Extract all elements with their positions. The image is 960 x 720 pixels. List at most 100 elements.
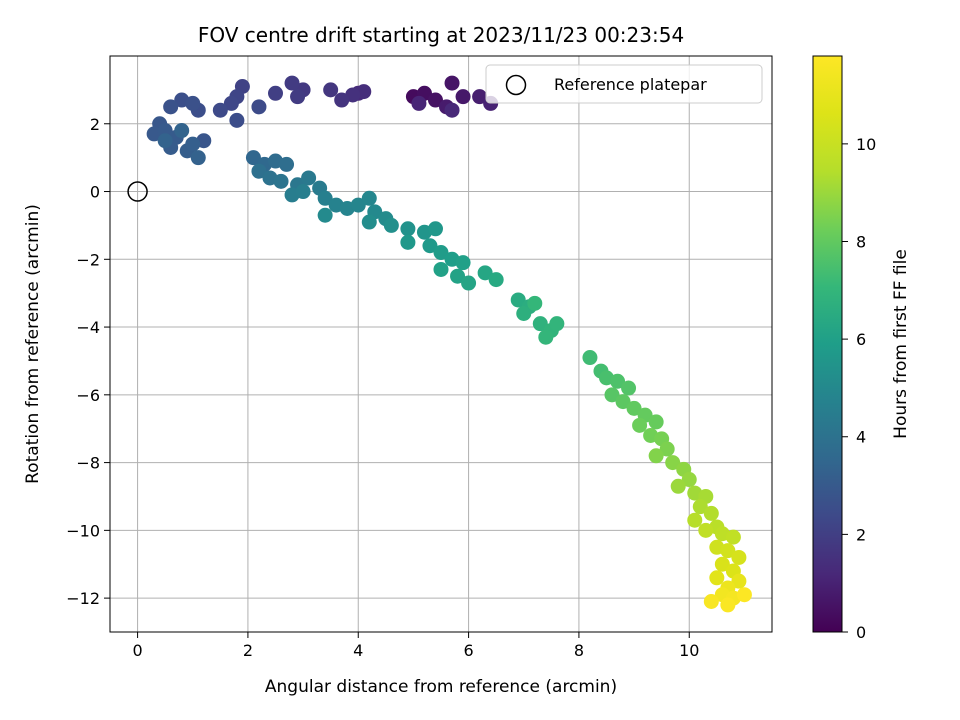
reference-platepar-marker [127,181,148,202]
data-point [549,316,565,332]
legend-marker-reference [505,74,527,96]
x-tick-label: 4 [353,641,363,660]
y-tick-label: −12 [66,589,100,608]
data-point [273,173,289,189]
colorbar-tick-label: 8 [856,232,866,251]
y-tick-label: −4 [76,318,100,337]
data-point [477,265,493,281]
colorbar-tick-label: 4 [856,428,866,447]
x-tick-label: 0 [132,641,142,660]
data-point [621,380,637,396]
data-point [334,92,350,108]
data-point [350,197,366,213]
legend-box [485,64,763,104]
colorbar-ticks: 0 2 4 6 8 10 [842,135,876,642]
data-point [709,570,725,586]
data-point [411,95,427,111]
data-point [659,441,675,457]
data-point [279,156,295,172]
colorbar-label: Hours from first FF file [891,249,911,439]
data-point [212,102,228,118]
data-point [323,82,339,98]
legend: Reference platepar [485,64,763,104]
data-point [698,522,714,538]
data-point [245,150,261,166]
data-point [604,387,620,403]
x-tick-label: 2 [243,641,253,660]
data-point [163,99,179,115]
data-point [532,316,548,332]
data-point [665,455,681,471]
data-point [681,472,697,488]
colorbar-gradient [812,55,843,633]
data-point [361,214,377,230]
colorbar-tick-label: 0 [856,623,866,642]
data-point [731,573,747,589]
data-point [626,400,642,416]
y-tick-label: −8 [76,454,100,473]
data-point [223,95,239,111]
x-tick-label: 6 [463,641,473,660]
data-point [383,217,399,233]
x-tick-label: 8 [574,641,584,660]
data-point [400,234,416,250]
legend-entry-reference: Reference platepar [554,75,707,94]
data-point [190,150,206,166]
data-point [692,499,708,515]
data-point [455,89,471,105]
colorbar-tick-label: 6 [856,330,866,349]
data-point [157,133,173,149]
data-point [538,329,554,345]
data-point [720,543,736,559]
data-point [516,306,532,322]
data-point [703,505,719,521]
plot-frame [109,55,773,633]
y-tick-label: −10 [66,521,100,540]
data-point [251,163,267,179]
data-point [229,112,245,128]
data-point [725,529,741,545]
data-point [615,394,631,410]
data-point [174,123,190,139]
data-point [527,295,543,311]
data-point [444,75,460,91]
data-point [295,184,311,200]
data-point [400,221,416,237]
data-point [427,92,443,108]
x-tick-label: 10 [679,641,699,660]
data-point [714,556,730,572]
data-point [433,261,449,277]
data-point [185,95,201,111]
colorbar: 0 2 4 6 8 10 Hours from first FF file [812,55,911,642]
data-point [317,190,333,206]
colorbar-tick-label: 2 [856,525,866,544]
x-axis-ticks: 0 2 4 6 8 10 [132,632,699,660]
y-axis-ticks: 2 0 −2 −4 −6 −8 −10 −12 [66,115,110,608]
data-point [251,99,267,115]
data-point [488,272,504,288]
y-tick-label: −2 [76,250,100,269]
data-point [731,549,747,565]
data-point [736,587,752,603]
data-point [444,102,460,118]
data-point [720,597,736,613]
x-axis-label: Angular distance from reference (arcmin) [265,677,617,697]
data-point [461,275,477,291]
data-point [290,89,306,105]
chart-title: FOV centre drift starting at 2023/11/23 … [198,23,684,47]
scatter-points [127,75,752,613]
data-point [472,89,488,105]
data-point [510,292,526,308]
data-point [185,136,201,152]
colorbar-tick-label: 10 [856,135,876,154]
data-point [648,414,664,430]
data-point [582,350,598,366]
data-point [427,221,443,237]
y-tick-label: −6 [76,386,100,405]
data-point [648,448,664,464]
grid-lines [110,56,772,632]
data-point [632,417,648,433]
y-axis-label: Rotation from reference (arcmin) [23,204,43,484]
data-point [284,75,300,91]
data-point [670,478,686,494]
